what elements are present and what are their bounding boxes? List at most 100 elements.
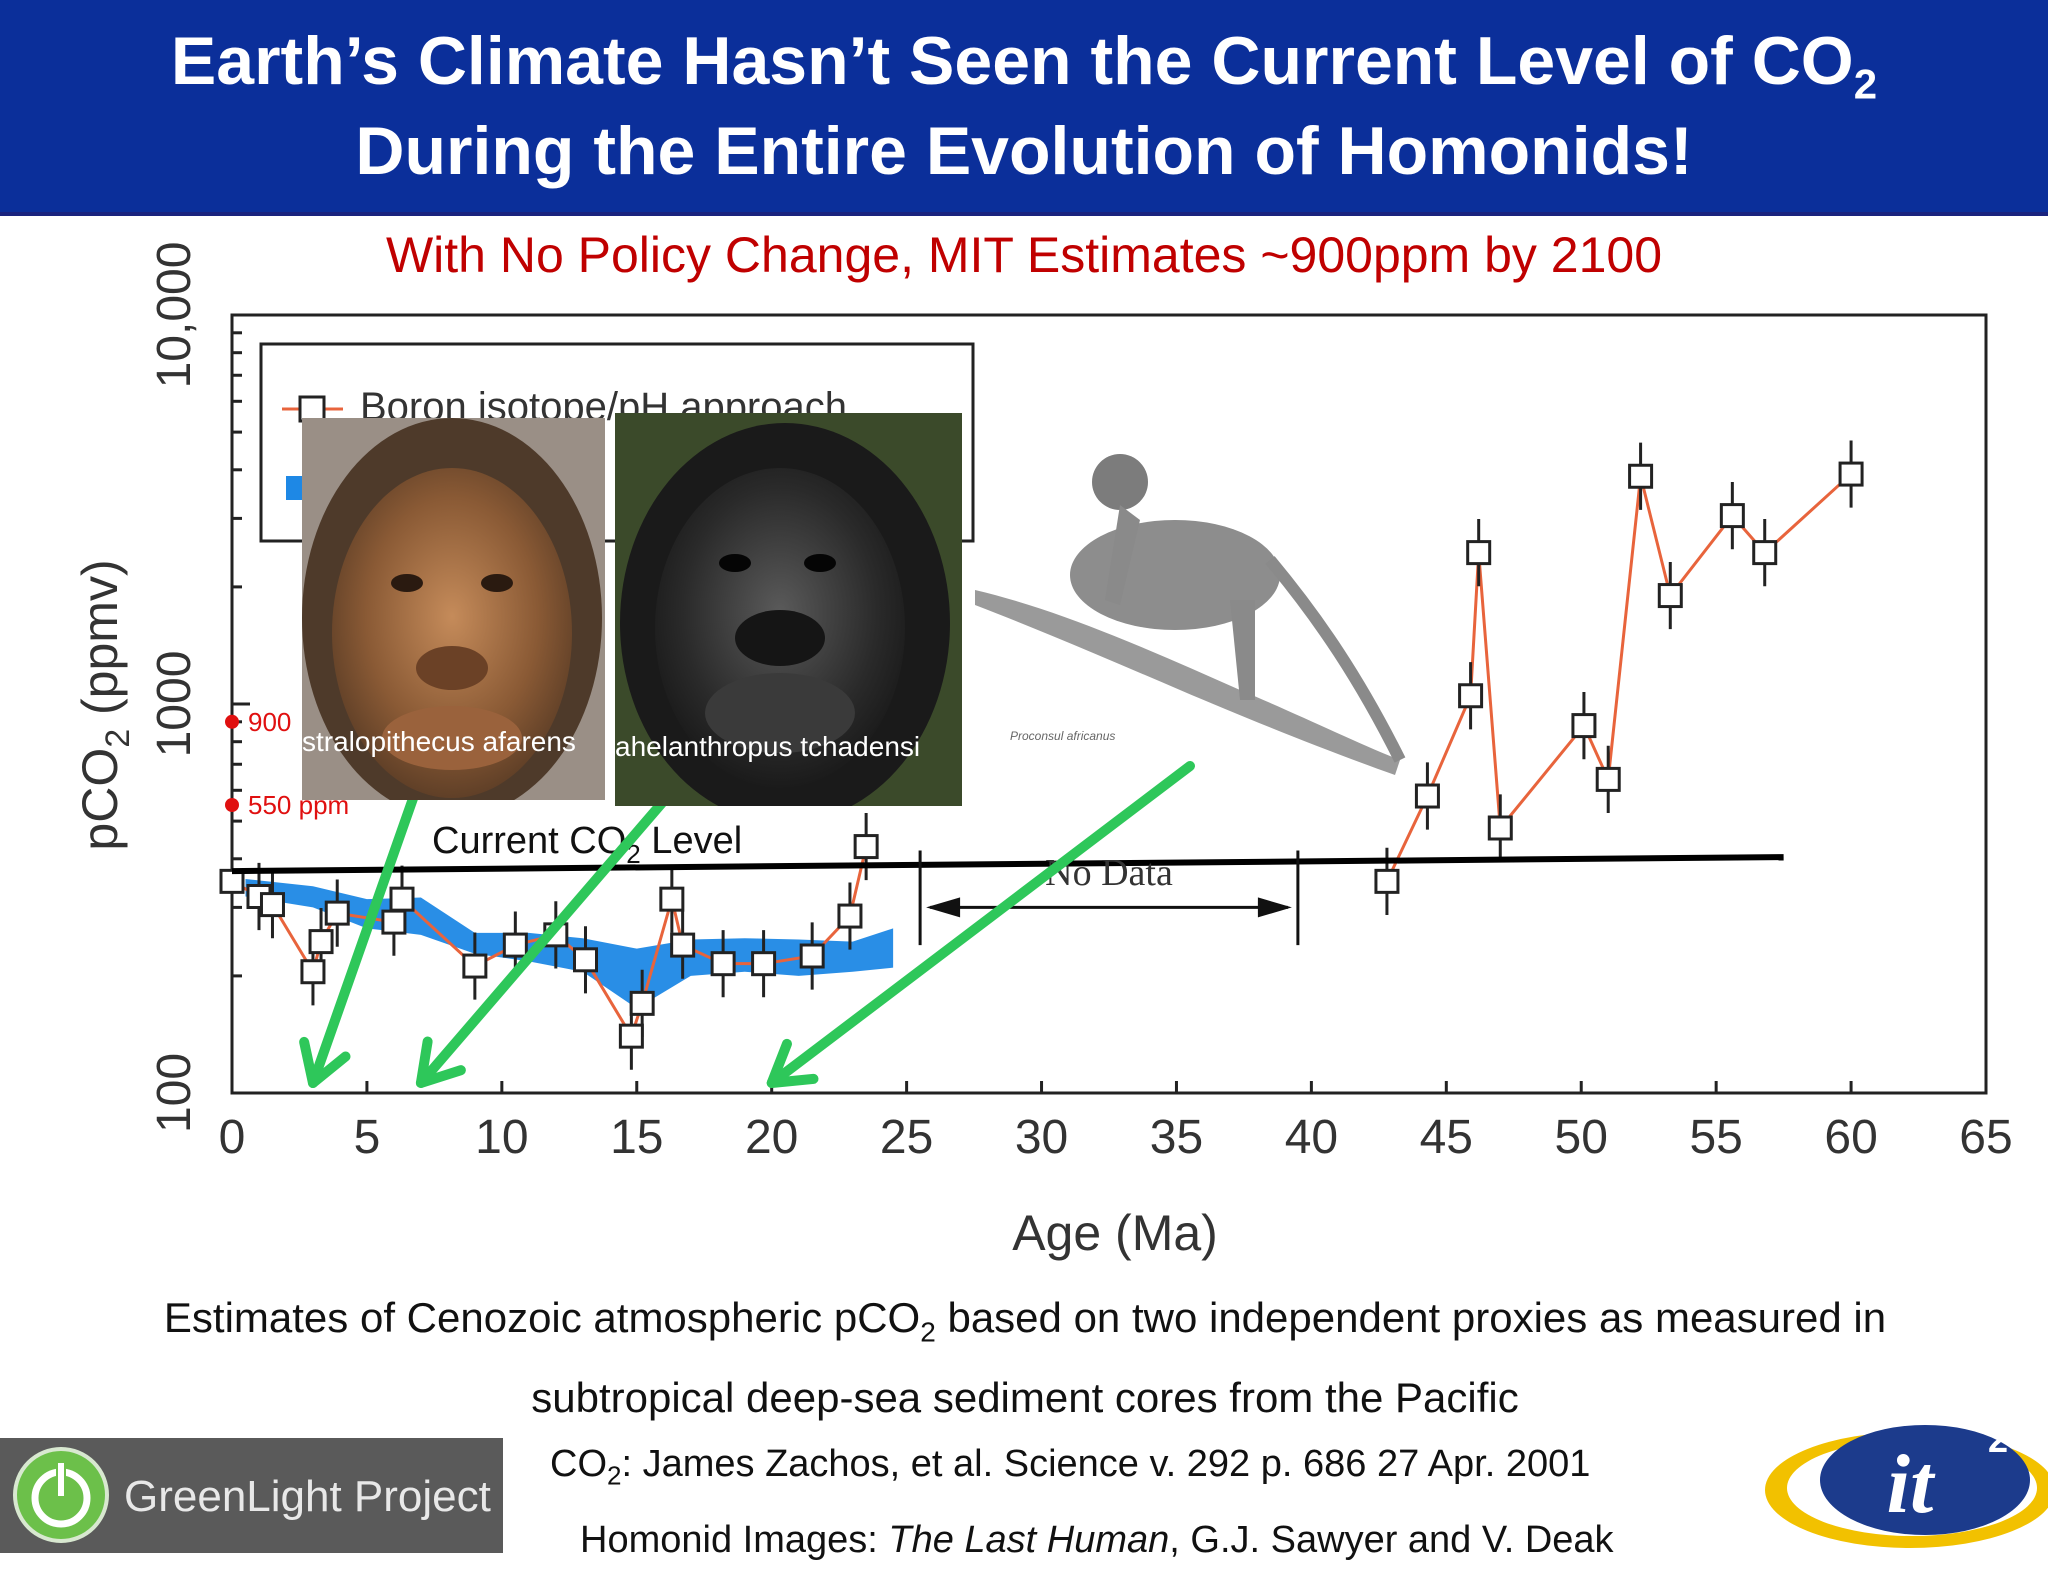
x-tick-label-40: 40 <box>1285 1111 1338 1164</box>
boron-point <box>1458 683 1484 709</box>
boron-series-line-older <box>1385 472 1853 883</box>
green-arrow-shaft <box>766 761 1195 1088</box>
title-line1-text: Earth’s Climate Hasn’t Seen the Current … <box>170 23 1854 99</box>
figure-caption: Estimates of Cenozoic atmospheric pCO2 b… <box>30 1285 2020 1431</box>
citation-line2-b: , G.J. Sawyer and V. Deak <box>1169 1518 1614 1561</box>
boron-point <box>837 903 863 929</box>
no-data-arrowhead-right <box>1257 897 1292 918</box>
green-arrow-head <box>766 1038 819 1088</box>
green-arrow-head <box>415 1036 466 1088</box>
current-co2-label: Current CO2 Level <box>432 820 742 869</box>
ppm-marker-dot <box>225 797 239 812</box>
it2-logo: it 2 <box>1750 1410 2048 1553</box>
boron-point <box>1374 868 1400 894</box>
boron-point <box>324 900 350 926</box>
x-tick-label-55: 55 <box>1689 1111 1742 1164</box>
ape-head <box>1092 454 1148 510</box>
no-data-arrowhead-left <box>926 897 961 918</box>
x-tick-label-20: 20 <box>745 1111 798 1164</box>
y-tick-label-100: 100 <box>148 1053 201 1133</box>
green-arrow-shaft <box>415 791 673 1088</box>
no-data-range: No Data <box>918 850 1300 946</box>
x-tick-label-50: 50 <box>1555 1111 1608 1164</box>
ape-hind-leg <box>1230 600 1255 700</box>
title-banner: Earth’s Climate Hasn’t Seen the Current … <box>0 0 2048 216</box>
boron-point <box>799 943 825 969</box>
boron-point <box>659 886 685 912</box>
green-arrows <box>299 761 1195 1088</box>
boron-point <box>710 951 736 977</box>
photo1-face <box>332 468 572 798</box>
boron-point <box>751 951 777 977</box>
boron-point <box>670 932 696 958</box>
photo2-right-eye <box>804 554 836 572</box>
photo1-caption: stralopithecus afarens <box>302 726 576 757</box>
caption-line1-a: Estimates of Cenozoic atmospheric pCO <box>163 1294 921 1341</box>
y-axis-tick-labels: 100 1000 10,000 <box>148 242 201 1133</box>
x-tick-label-5: 5 <box>354 1111 381 1164</box>
legend-marker-boron <box>298 395 326 423</box>
y-tick-label-10,000: 10,000 <box>148 242 201 389</box>
boron-points <box>219 461 1864 1049</box>
boron-point <box>308 929 334 955</box>
caption-subscript: 2 <box>920 1316 936 1348</box>
photo1-nose <box>416 646 488 690</box>
y-minor-ticks <box>232 313 250 1095</box>
photo2-caption: ahelanthropus tchadensi <box>615 731 921 762</box>
boron-point <box>1414 783 1440 809</box>
boron-point <box>1571 713 1597 739</box>
boron-point <box>502 932 528 958</box>
citation-line1-rest: : James Zachos, et al. Science v. 292 p.… <box>621 1443 1591 1485</box>
y-tick-label-1000: 1000 <box>148 651 201 758</box>
ape-tail <box>1265 556 1406 763</box>
it2-superscript: 2 <box>1988 1419 2008 1460</box>
boron-point <box>572 947 598 973</box>
boron-point <box>1595 766 1621 792</box>
boron-point <box>629 990 655 1016</box>
ppm-marker-label: 900 <box>248 707 291 737</box>
drawing-caption: Proconsul africanus <box>1010 729 1115 743</box>
photo-sahelanthropus-art <box>615 413 962 806</box>
branch <box>975 590 1400 775</box>
ppm-marker-dot <box>225 714 239 729</box>
title-line-2: During the Entire Evolution of Homonids! <box>355 113 1693 189</box>
photo1-left-eye <box>391 574 423 592</box>
x-tick-label-60: 60 <box>1824 1111 1877 1164</box>
x-axis-tick-labels: 0 5 10 15 20 25 30 35 40 45 50 55 60 65 <box>219 1111 2013 1164</box>
photo-australopithecus-art <box>302 418 605 800</box>
boron-point <box>618 1023 644 1049</box>
subtitle: With No Policy Change, MIT Estimates ~90… <box>385 227 1663 283</box>
current-co2-label-end: Level <box>641 820 742 862</box>
boron-point <box>1719 503 1745 529</box>
x-tick-label-15: 15 <box>610 1111 663 1164</box>
power-icon <box>13 1447 109 1543</box>
title-line1-subscript: 2 <box>1853 60 1878 108</box>
photo-sahelanthropus: ahelanthropus tchadensi <box>615 413 962 806</box>
caption-line-1: Estimates of Cenozoic atmospheric pCO2 b… <box>30 1285 2020 1365</box>
x-tick-label-0: 0 <box>219 1111 246 1164</box>
citation-co-text: CO <box>550 1443 607 1485</box>
citation-subscript: 2 <box>607 1460 622 1491</box>
citation: CO2: James Zachos, et al. Science v. 292… <box>550 1432 1750 1572</box>
boron-point <box>259 892 285 918</box>
photo2-left-eye <box>719 554 751 572</box>
boron-point <box>1487 815 1513 841</box>
boron-point <box>300 959 326 985</box>
x-tick-label-25: 25 <box>880 1111 933 1164</box>
boron-point <box>1466 540 1492 566</box>
x-axis-ticks <box>230 1081 1988 1093</box>
green-arrow-head <box>299 1036 351 1088</box>
photo-australopithecus: stralopithecus afarens <box>302 418 605 800</box>
boron-point <box>853 834 879 860</box>
boron-point <box>1628 463 1654 489</box>
photo2-mouth <box>705 673 855 753</box>
x-tick-label-30: 30 <box>1015 1111 1068 1164</box>
current-co2-label-main: Current CO <box>432 820 626 862</box>
proconsul-drawing: Proconsul africanus <box>975 454 1406 775</box>
photo1-mouth <box>382 706 522 770</box>
boron-point <box>1752 540 1778 566</box>
citation-line-2: Homonid Images: The Last Human, G.J. Saw… <box>550 1508 1750 1572</box>
y-axis-label-main: pCO <box>72 748 128 851</box>
it2-logo-art: it 2 <box>1765 1419 2048 1548</box>
caption-line1-b: based on two independent proxies as meas… <box>935 1294 1887 1341</box>
